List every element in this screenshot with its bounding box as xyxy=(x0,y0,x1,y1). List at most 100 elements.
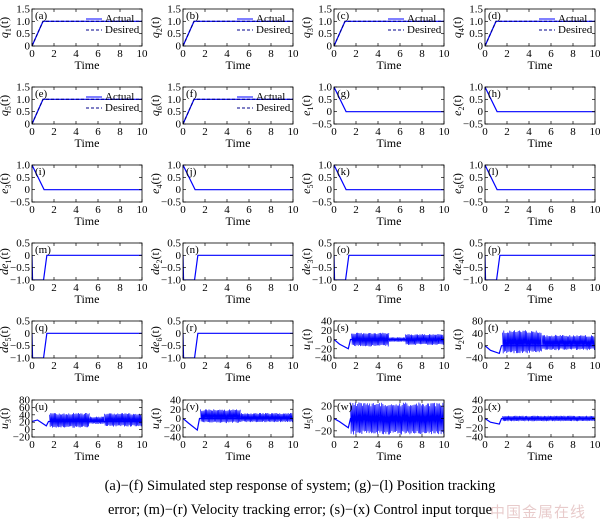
x-tick-label: 8 xyxy=(419,282,425,294)
x-tick-label: 8 xyxy=(117,439,123,451)
y-axis-label: e4(t) xyxy=(148,173,164,194)
y-label-subscript: 2 xyxy=(457,107,466,111)
y-label-subscript: 5 xyxy=(306,419,315,423)
y-tick-label: 40 xyxy=(170,395,182,407)
x-tick-label: 6 xyxy=(246,360,252,372)
x-tick-label: 10 xyxy=(439,439,451,451)
y-tick-label: −1.0 xyxy=(10,275,30,287)
y-tick-label: 0.5 xyxy=(16,172,30,184)
y-tick-label: 0.5 xyxy=(167,238,181,250)
y-label-symbol: de xyxy=(0,263,11,275)
plot-area xyxy=(32,332,142,358)
x-axis-label: Time xyxy=(528,449,553,463)
y-tick-label: 0 xyxy=(327,184,333,196)
y-label-argument: (t) xyxy=(148,408,162,419)
x-tick-label: 6 xyxy=(246,282,252,294)
y-label-argument: (t) xyxy=(0,173,11,184)
series-line-trace xyxy=(485,417,595,425)
x-tick-label: 6 xyxy=(397,126,403,138)
x-tick-label: 2 xyxy=(353,126,359,138)
x-tick-label: 10 xyxy=(137,360,149,372)
x-tick-label: 4 xyxy=(375,439,381,451)
y-axis-label: q1(t) xyxy=(0,17,13,38)
x-tick-label: 0 xyxy=(331,282,337,294)
y-label-argument: (t) xyxy=(299,173,313,184)
x-axis-label: Time xyxy=(75,370,100,384)
plot-area xyxy=(32,20,142,46)
y-tick-label: −0.5 xyxy=(312,262,332,274)
y-tick-label: 1.0 xyxy=(167,94,181,106)
y-tick-label: 1.0 xyxy=(16,16,30,28)
y-axis-label: u2(t) xyxy=(450,329,466,350)
x-tick-label: 2 xyxy=(51,204,57,216)
legend-label-actual: Actual xyxy=(256,13,285,25)
plot-area xyxy=(485,415,595,425)
y-label-subscript: 3 xyxy=(306,260,315,264)
caption-line-2: error; (m)−(r) Velocity tracking error; … xyxy=(107,502,493,518)
y-label-symbol: u xyxy=(450,423,464,429)
y-label-symbol: de xyxy=(148,263,162,275)
x-tick-label: 2 xyxy=(51,282,57,294)
y-tick-label: 1.0 xyxy=(469,82,483,94)
x-axis-label: Time xyxy=(226,214,251,228)
plot-area xyxy=(183,165,293,191)
plot-area xyxy=(32,412,142,428)
series-line-actual xyxy=(485,20,595,46)
x-axis-label: Time xyxy=(75,214,100,228)
y-label-symbol: de xyxy=(450,263,464,275)
series-line-actual xyxy=(334,20,444,46)
x-tick-label: 4 xyxy=(73,126,79,138)
axes-frame xyxy=(484,8,596,47)
x-tick-label: 4 xyxy=(526,126,532,138)
x-tick-label: 2 xyxy=(353,360,359,372)
panel-letter: (u) xyxy=(35,401,48,413)
x-tick-label: 6 xyxy=(397,360,403,372)
x-tick-label: 0 xyxy=(29,204,35,216)
axes-frame xyxy=(333,86,445,125)
series-line-trace xyxy=(32,165,142,191)
x-tick-label: 8 xyxy=(117,360,123,372)
x-tick-label: 0 xyxy=(180,126,186,138)
plot-area xyxy=(334,165,444,191)
plot-area xyxy=(32,254,142,280)
x-tick-label: 2 xyxy=(51,48,57,60)
x-tick-label: 8 xyxy=(268,360,274,372)
y-label-subscript: 3 xyxy=(306,28,315,32)
y-tick-label: 0 xyxy=(478,41,484,53)
y-label-argument: (t) xyxy=(0,17,11,28)
y-tick-label: −40 xyxy=(466,432,484,444)
x-tick-label: 4 xyxy=(224,439,230,451)
x-tick-label: 2 xyxy=(353,204,359,216)
y-tick-label: 60 xyxy=(19,402,31,414)
x-tick-label: 8 xyxy=(419,126,425,138)
y-label-symbol: q xyxy=(148,32,162,38)
y-label-symbol: u xyxy=(0,423,11,429)
y-tick-label: 0 xyxy=(25,41,31,53)
x-tick-label: 4 xyxy=(526,48,532,60)
series-line-trace xyxy=(183,165,293,191)
axes-frame xyxy=(333,242,445,281)
y-label-subscript: 6 xyxy=(457,185,466,189)
y-label-symbol: u xyxy=(450,344,464,350)
plot-area xyxy=(485,330,595,355)
x-tick-label: 4 xyxy=(526,439,532,451)
x-axis-label: Time xyxy=(226,58,251,72)
y-label-subscript: 1 xyxy=(306,340,315,344)
x-tick-label: 4 xyxy=(224,126,230,138)
series-line-trace xyxy=(485,165,595,191)
y-tick-label: −20 xyxy=(164,422,182,434)
x-tick-label: 8 xyxy=(268,204,274,216)
x-tick-label: 2 xyxy=(504,48,510,60)
oscillation-band-1 xyxy=(49,412,90,428)
y-label-symbol: e xyxy=(299,188,313,194)
y-label-symbol: q xyxy=(148,110,162,116)
x-tick-label: 2 xyxy=(504,439,510,451)
series-line-trace xyxy=(485,87,595,113)
y-label-argument: (t) xyxy=(450,17,464,28)
x-axis-label: Time xyxy=(377,214,402,228)
